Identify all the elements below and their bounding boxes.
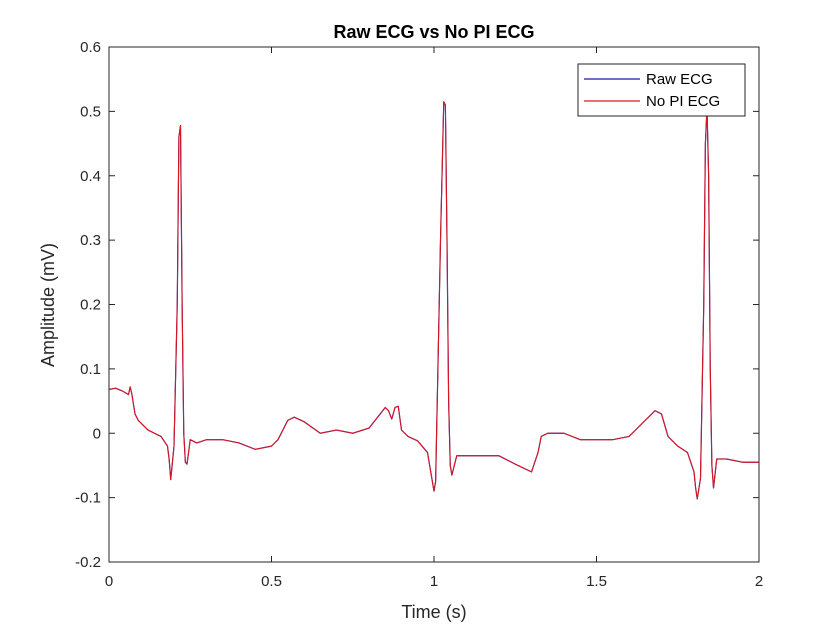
legend-label-1: No PI ECG: [646, 93, 720, 110]
y-tick-label: 0.4: [80, 168, 101, 185]
chart-title: Raw ECG vs No PI ECG: [333, 22, 534, 42]
y-tick-label: 0: [93, 425, 101, 442]
y-tick-label: -0.1: [75, 490, 101, 507]
legend: Raw ECG No PI ECG: [577, 63, 746, 117]
x-axis-label: Time (s): [401, 602, 466, 622]
y-tick-label: -0.2: [75, 554, 101, 571]
series-line-no-pi-ecg: [108, 101, 759, 500]
y-tick-label: 0.1: [80, 361, 101, 378]
y-axis-label: Amplitude (mV): [38, 243, 58, 367]
legend-box: [577, 63, 746, 117]
x-tick-label: 1.5: [586, 573, 607, 590]
x-tick-label: 2: [755, 573, 763, 590]
y-tick-label: 0.5: [80, 103, 101, 120]
plot-area: 0 0.5 1 1.5 2 -0.2 -0.1 0 0.1 0.2 0.3 0.4 0.5 0.6: [75, 39, 763, 590]
y-tick-label: 0.2: [80, 297, 101, 314]
y-tick-label: 0.6: [80, 39, 101, 56]
x-tick-label: 0: [105, 573, 113, 590]
x-tick-label: 0.5: [261, 573, 282, 590]
legend-label-0: Raw ECG: [646, 71, 713, 88]
x-tick-label: 1: [430, 573, 438, 590]
axes-box: [108, 46, 760, 563]
y-tick-label: 0.3: [80, 232, 101, 249]
